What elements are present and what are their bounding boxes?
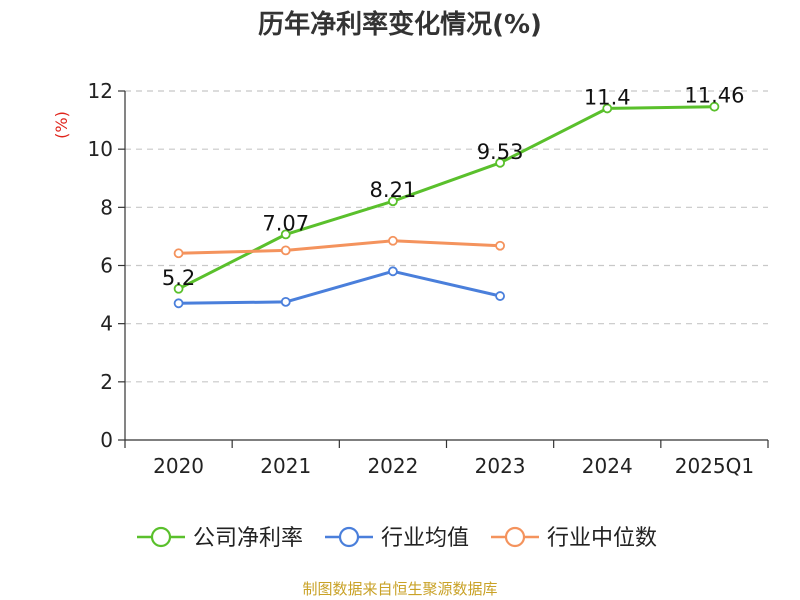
data-point[interactable] <box>173 248 184 259</box>
data-point[interactable] <box>709 101 720 112</box>
x-tick-label: 2023 <box>475 454 526 478</box>
data-label: 11.4 <box>584 85 631 109</box>
y-tick-label: 4 <box>100 312 113 336</box>
y-tick-label: 0 <box>100 428 113 452</box>
y-tick-label: 12 <box>88 79 113 103</box>
data-label: 7.07 <box>262 211 309 235</box>
legend-item-2[interactable]: 行业中位数 <box>491 526 657 551</box>
x-tick-label: 2024 <box>582 454 633 478</box>
y-tick-label: 2 <box>100 370 113 394</box>
y-tick-label: 10 <box>88 137 113 161</box>
x-tick-label: 2020 <box>153 454 204 478</box>
legend-marker <box>150 526 172 548</box>
label-layer: 5.2 7.07 8.21 9.53 11.4 11.46 <box>162 84 745 290</box>
legend-marker <box>338 526 360 548</box>
legend-item-0[interactable]: 公司净利率 <box>137 526 303 551</box>
legend-label: 行业均值 <box>381 526 469 551</box>
data-label: 8.21 <box>370 178 417 202</box>
data-point[interactable] <box>280 229 291 240</box>
series-line-0 <box>177 105 716 291</box>
data-label: 11.46 <box>684 84 744 108</box>
legend-label: 行业中位数 <box>547 526 657 551</box>
legend-marker <box>504 526 526 548</box>
series-line-1 <box>177 269 502 305</box>
data-point[interactable] <box>388 235 398 246</box>
data-point[interactable] <box>280 245 291 256</box>
source-note: 制图数据来自恒生聚源数据库 <box>302 580 497 598</box>
grid-layer <box>125 90 768 383</box>
data-point[interactable] <box>495 240 505 251</box>
data-point[interactable] <box>495 291 505 301</box>
data-label: 5.2 <box>162 266 195 290</box>
legend-label: 公司净利率 <box>193 526 303 551</box>
x-tick-label: 2022 <box>367 454 418 478</box>
data-point[interactable] <box>388 196 398 207</box>
chart-title: 历年净利率变化情况(%) <box>258 9 542 40</box>
series-layer <box>173 101 720 309</box>
data-point[interactable] <box>388 266 398 277</box>
data-point[interactable] <box>495 157 505 168</box>
y-axis-label: (%) <box>52 111 71 139</box>
data-point[interactable] <box>602 103 613 114</box>
data-label: 9.53 <box>477 140 524 164</box>
x-tick-label: 2021 <box>260 454 311 478</box>
y-tick-label: 8 <box>100 195 113 219</box>
x-tick-label: 2025Q1 <box>675 454 754 478</box>
data-point[interactable] <box>173 298 184 309</box>
data-point[interactable] <box>173 283 184 294</box>
series-line-2 <box>177 239 502 255</box>
axis-layer: 0 2 4 6 8 10 12 2020 2021 2022 2023 2024 2025Q1 <box>88 79 769 478</box>
y-tick-label: 6 <box>100 254 113 278</box>
legend: 公司净利率 行业均值 行业中位数 <box>137 526 657 551</box>
legend-item-1[interactable]: 行业均值 <box>325 526 469 551</box>
data-point[interactable] <box>280 296 291 307</box>
